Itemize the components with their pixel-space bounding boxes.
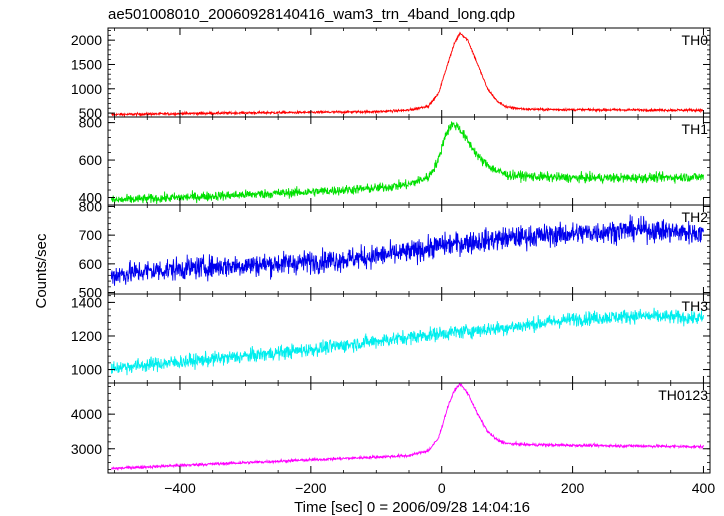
x-tick-label: 400 xyxy=(692,480,716,496)
series-line-th3 xyxy=(110,307,704,376)
series-line-th1 xyxy=(110,121,704,205)
y-tick-label: 1500 xyxy=(71,56,102,72)
series-line-th0123 xyxy=(111,383,704,471)
y-tick-label: 2000 xyxy=(71,32,102,48)
panel-frame-th3 xyxy=(107,293,711,384)
y-tick-label: 800 xyxy=(79,115,103,131)
x-axis-label: Time [sec] 0 = 2006/09/28 14:04:16 xyxy=(294,499,530,516)
panel-frame-th0 xyxy=(107,27,711,118)
y-tick-label: 1000 xyxy=(71,362,102,378)
series-line-th0 xyxy=(111,31,704,118)
y-tick-label: 500 xyxy=(79,285,103,301)
panel-label-th0123: TH0123 xyxy=(658,387,708,403)
panel-label-th3: TH3 xyxy=(682,298,709,314)
y-tick-label: 600 xyxy=(79,256,103,272)
y-axis-label: Counts/sec xyxy=(33,233,50,309)
x-tick-label: −400 xyxy=(164,480,196,496)
x-tick-label: 0 xyxy=(438,480,446,496)
x-tick-label: 200 xyxy=(561,480,585,496)
x-tick-label: −200 xyxy=(295,480,327,496)
y-tick-label: 500 xyxy=(79,105,103,121)
y-tick-label: 3000 xyxy=(71,441,102,457)
y-tick-label: 800 xyxy=(79,198,103,214)
y-tick-label: 4000 xyxy=(71,406,102,422)
y-tick-label: 400 xyxy=(79,190,103,206)
y-tick-label: 1400 xyxy=(71,294,102,310)
y-tick-label: 600 xyxy=(79,152,103,168)
panel-label-th0: TH0 xyxy=(682,32,709,48)
y-tick-label: 1200 xyxy=(71,328,102,344)
y-tick-label: 700 xyxy=(79,227,103,243)
panel-frame-th1 xyxy=(107,116,711,206)
panel-label-th2: TH2 xyxy=(682,209,709,225)
panel-label-th1: TH1 xyxy=(682,121,709,137)
y-tick-label: 1000 xyxy=(71,81,102,97)
chart-title: ae501008010_20060928140416_wam3_trn_4ban… xyxy=(108,6,515,23)
series-line-th2 xyxy=(110,214,704,286)
panel-frame-th0123 xyxy=(107,382,711,474)
